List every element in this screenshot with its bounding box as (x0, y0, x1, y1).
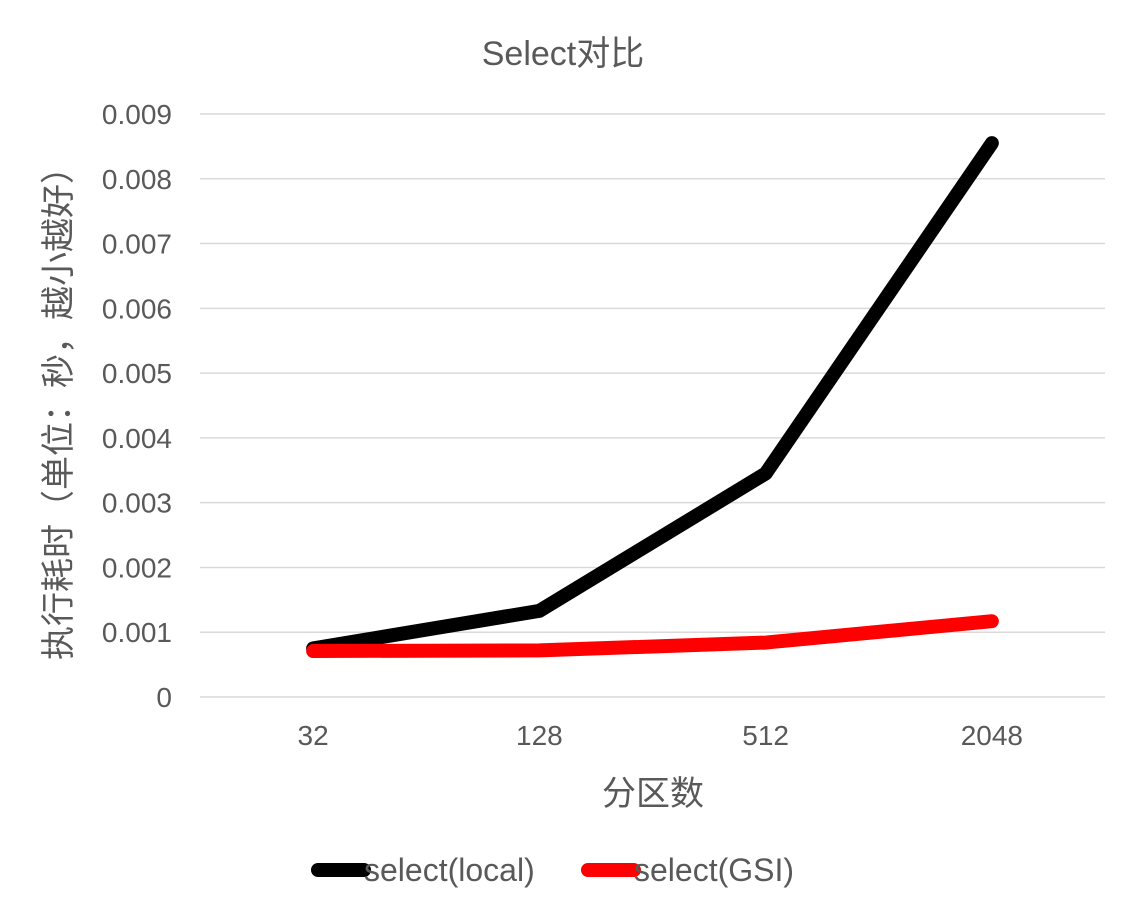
y-tick-label: 0.005 (102, 358, 172, 389)
series-line-select-gsi (306, 614, 999, 659)
series-lines (306, 136, 999, 659)
data-point (990, 620, 993, 623)
data-point (538, 649, 541, 652)
x-tick-label: 2048 (961, 720, 1023, 751)
legend-label: select(GSI) (634, 852, 794, 888)
y-tick-label: 0.004 (102, 423, 172, 454)
y-axis-ticks: 0 0.001 0.002 0.003 0.004 0.005 0.006 0.007 0.00… (102, 99, 172, 713)
x-axis-label: 分区数 (602, 775, 704, 813)
y-tick-label: 0.006 (102, 293, 172, 324)
y-tick-label: 0.003 (102, 488, 172, 519)
series-line-select-local (306, 136, 999, 656)
data-point (990, 142, 993, 145)
x-axis-ticks: 32 128 512 2048 (298, 720, 1023, 751)
y-axis-label: 执行耗时（单位：秒，越小越好） (40, 150, 78, 660)
chart-title: Select对比 (482, 35, 645, 73)
y-tick-label: 0.001 (102, 617, 172, 648)
data-point (764, 472, 767, 475)
y-tick-label: 0 (156, 682, 172, 713)
data-point (312, 650, 315, 653)
y-tick-label: 0.007 (102, 229, 172, 260)
y-tick-label: 0.009 (102, 99, 172, 130)
x-tick-label: 32 (298, 720, 329, 751)
x-tick-label: 128 (516, 720, 563, 751)
legend-label: select(local) (364, 852, 535, 888)
x-tick-label: 512 (742, 720, 789, 751)
gridlines (200, 113, 1105, 698)
y-tick-label: 0.008 (102, 164, 172, 195)
legend: select(local) select(GSI) (311, 852, 794, 888)
data-point (538, 609, 541, 612)
y-tick-label: 0.002 (102, 552, 172, 583)
data-point (764, 641, 767, 644)
